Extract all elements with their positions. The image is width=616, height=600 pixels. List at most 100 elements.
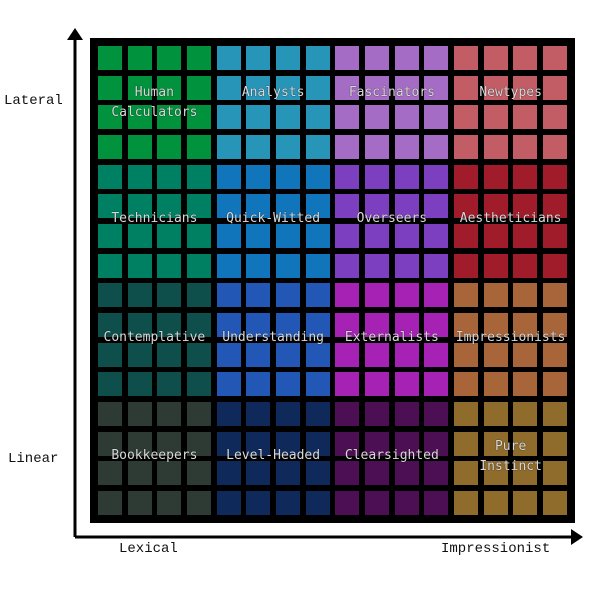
color-tile xyxy=(543,313,568,338)
color-tile xyxy=(97,45,122,70)
color-tile xyxy=(335,402,360,427)
color-tile xyxy=(513,134,538,159)
color-tile xyxy=(365,164,390,189)
color-tile xyxy=(275,194,300,219)
color-tile xyxy=(246,283,271,308)
color-tile xyxy=(186,194,211,219)
color-tile xyxy=(513,45,538,70)
color-tile xyxy=(275,134,300,159)
color-tile xyxy=(186,461,211,486)
color-tile xyxy=(97,194,122,219)
color-tile xyxy=(246,431,271,456)
color-tile xyxy=(275,402,300,427)
color-tile xyxy=(157,223,182,248)
color-tile xyxy=(127,194,152,219)
color-tile xyxy=(424,372,449,397)
color-tile xyxy=(424,105,449,130)
color-tile xyxy=(454,105,479,130)
color-tile xyxy=(186,283,211,308)
category-label: Aestheticians xyxy=(451,209,571,229)
color-tile xyxy=(157,402,182,427)
color-tile xyxy=(335,223,360,248)
color-tile xyxy=(543,45,568,70)
color-tile xyxy=(305,253,330,278)
color-tile xyxy=(305,45,330,70)
category-label-line: Newtypes xyxy=(479,85,542,100)
color-tile xyxy=(127,491,152,516)
color-tile xyxy=(305,164,330,189)
category-label-line: Instinct xyxy=(479,459,542,475)
color-tile xyxy=(127,313,152,338)
color-tile xyxy=(335,194,360,219)
color-tile xyxy=(335,253,360,278)
color-tile xyxy=(365,372,390,397)
color-tile xyxy=(246,402,271,427)
color-tile xyxy=(454,164,479,189)
color-tile xyxy=(543,402,568,427)
color-tile xyxy=(246,491,271,516)
color-tile xyxy=(97,402,122,427)
color-tile xyxy=(424,313,449,338)
color-tile xyxy=(157,194,182,219)
color-tile xyxy=(394,164,419,189)
color-tile xyxy=(127,134,152,159)
color-tile xyxy=(483,372,508,397)
color-tile xyxy=(216,402,241,427)
category-label-line: Impressionists xyxy=(455,329,566,345)
color-tile xyxy=(335,164,360,189)
color-tile xyxy=(454,431,479,456)
color-tile xyxy=(394,491,419,516)
color-tile xyxy=(394,342,419,367)
color-tile xyxy=(543,194,568,219)
color-tile xyxy=(483,402,508,427)
category-label-line: Analysts xyxy=(241,85,305,100)
color-tile xyxy=(483,313,508,338)
category-label-line: Technicians xyxy=(111,210,198,226)
color-tile xyxy=(335,105,360,130)
color-tile xyxy=(424,223,449,248)
category-label: Bookkeepers xyxy=(94,446,214,466)
color-tile xyxy=(275,283,300,308)
color-tile xyxy=(335,45,360,70)
category-block: Quick-Witted xyxy=(214,162,333,281)
color-tile xyxy=(424,75,449,100)
category-block: Newtypes xyxy=(451,43,570,162)
color-tile xyxy=(216,491,241,516)
color-tile xyxy=(454,461,479,486)
color-tile xyxy=(424,283,449,308)
color-tile xyxy=(394,283,419,308)
category-block: Impressionists xyxy=(451,281,570,400)
color-tile xyxy=(275,45,300,70)
color-tile xyxy=(97,223,122,248)
color-tile xyxy=(365,75,390,100)
color-tile xyxy=(513,164,538,189)
color-tile xyxy=(275,253,300,278)
color-tile xyxy=(186,164,211,189)
color-tile xyxy=(157,45,182,70)
color-tile xyxy=(97,283,122,308)
color-tile xyxy=(513,313,538,338)
color-tile xyxy=(335,75,360,100)
color-tile xyxy=(216,134,241,159)
category-block: Contemplative xyxy=(95,281,214,400)
color-tile xyxy=(216,313,241,338)
category-block: Analysts xyxy=(214,43,333,162)
color-tile xyxy=(275,342,300,367)
color-tile xyxy=(216,194,241,219)
color-tile xyxy=(483,283,508,308)
color-tile xyxy=(275,313,300,338)
color-tile xyxy=(365,283,390,308)
color-tile xyxy=(157,253,182,278)
color-tile xyxy=(305,223,330,248)
color-tile xyxy=(97,372,122,397)
color-tile xyxy=(394,45,419,70)
color-tile xyxy=(305,134,330,159)
color-tile xyxy=(394,223,419,248)
color-tile xyxy=(127,372,152,397)
color-tile xyxy=(275,75,300,100)
color-tile xyxy=(365,253,390,278)
color-tile xyxy=(275,223,300,248)
color-tile xyxy=(305,283,330,308)
category-label-line: Level-Headed xyxy=(226,448,321,464)
